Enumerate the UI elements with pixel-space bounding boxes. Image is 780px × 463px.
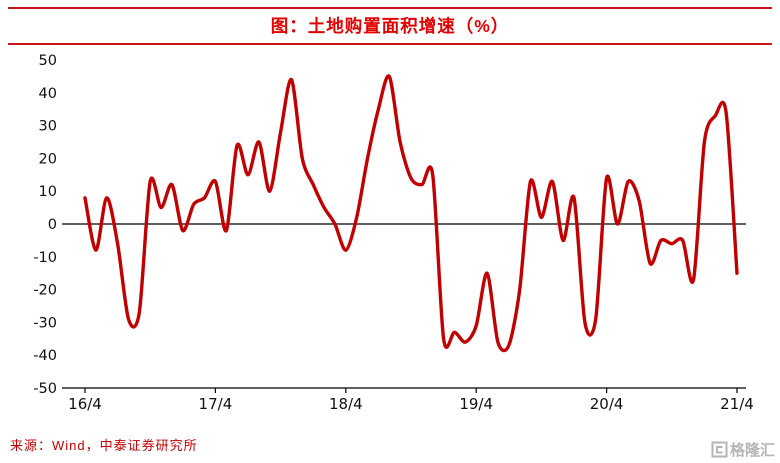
x-axis-tick-label: 16/4 (68, 395, 102, 413)
chart-header: 图：土地购置面积增速（%） (0, 0, 780, 45)
header-bottom-rule (8, 43, 772, 45)
header-top-rule (8, 7, 772, 9)
y-axis-tick-label: -30 (33, 315, 57, 331)
y-axis-tick-label: 40 (39, 86, 57, 102)
gelonghui-watermark-text: 格隆汇 (729, 442, 775, 459)
series-line (83, 74, 739, 353)
x-axis-tick-label: 19/4 (459, 395, 493, 413)
x-axis-tick-label: 20/4 (590, 395, 624, 413)
y-axis-tick-label: -40 (33, 348, 57, 364)
y-axis-tick-label: 10 (39, 184, 57, 200)
y-axis-tick-label: -20 (33, 283, 57, 299)
chart-title: 图：土地购置面积增速（%） (270, 16, 510, 36)
y-axis-tick-label: 0 (48, 217, 57, 233)
x-axis-tick-label: 18/4 (329, 395, 363, 413)
x-axis-tick-label: 17/4 (199, 395, 233, 413)
y-axis-tick-label: 30 (39, 119, 57, 135)
y-axis-tick-label: 20 (39, 151, 57, 167)
gelonghui-watermark: 格隆汇 (711, 439, 775, 460)
y-axis-tick-label: 50 (39, 53, 57, 69)
y-axis-tick-label: -10 (33, 250, 57, 266)
y-axis-tick-label: -50 (33, 381, 57, 397)
chart-plot-area: 50 40 30 20 10 0 -10 -20 -30 -40 -50 16/4 17/4 18/4 19… (33, 53, 754, 413)
source-note: 来源：Wind，中泰证券研究所 (10, 438, 198, 453)
x-axis-tick-label: 21/4 (720, 395, 754, 413)
gelonghui-logo-icon (711, 441, 728, 458)
